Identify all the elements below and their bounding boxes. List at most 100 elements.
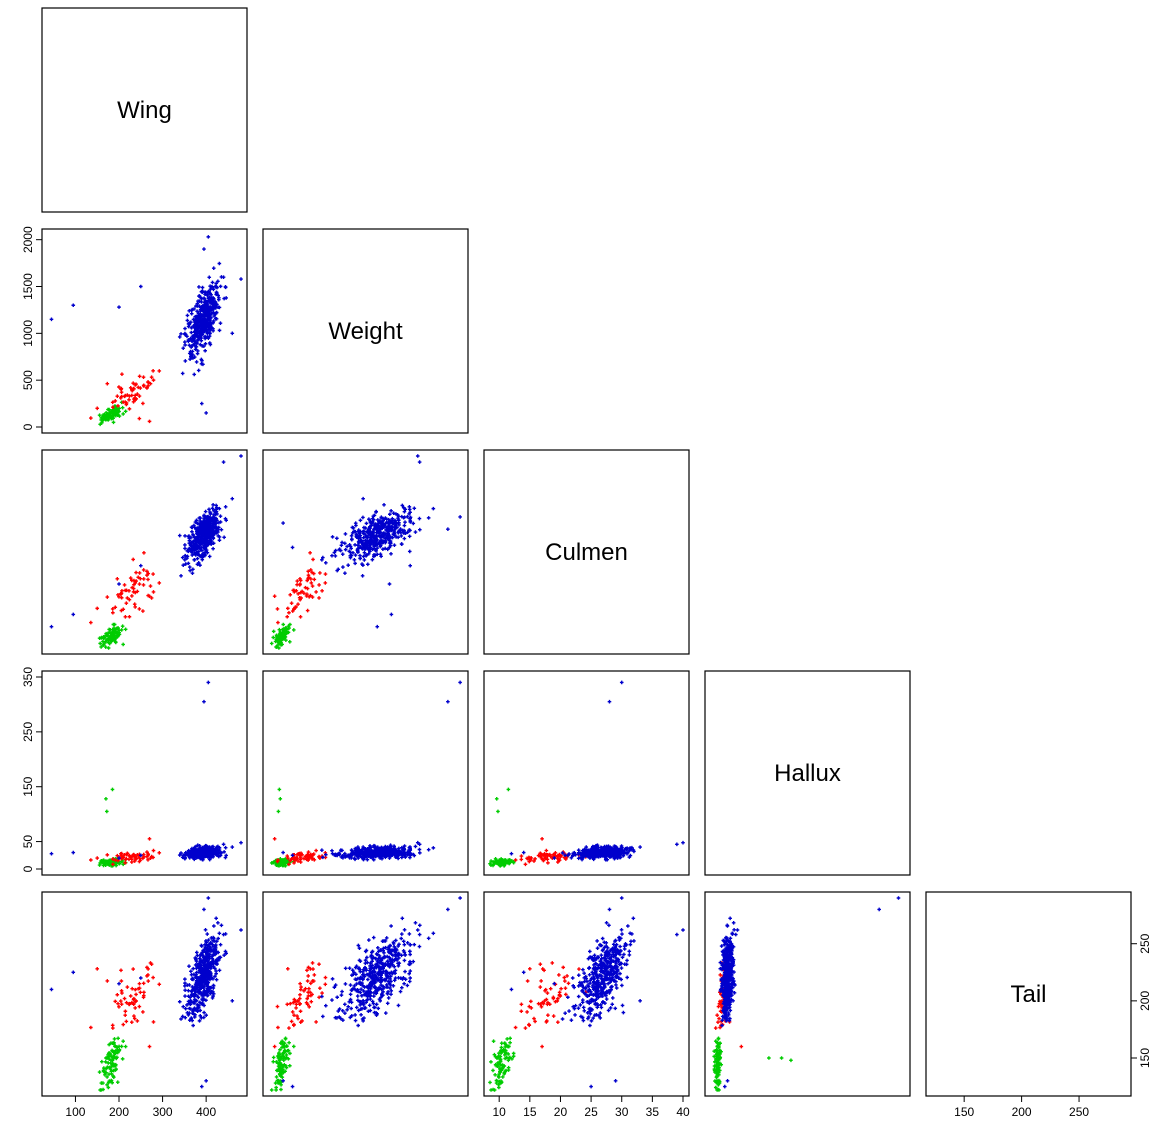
data-point: [203, 336, 207, 341]
data-point: [141, 577, 146, 581]
data-point: [106, 646, 111, 650]
data-point: [100, 420, 104, 425]
panel-frame: [41, 7, 248, 213]
data-point: [183, 557, 187, 562]
data-point: [113, 399, 118, 403]
data-point: [281, 622, 286, 627]
data-point: [211, 546, 215, 551]
data-point: [212, 512, 216, 517]
data-point: [122, 583, 127, 587]
data-point: [196, 540, 201, 545]
data-point: [124, 601, 129, 605]
data-point: [212, 297, 216, 301]
data-point: [192, 525, 197, 530]
data-point: [97, 413, 102, 418]
data-point: [201, 553, 205, 558]
scatter-panel-tail-vs-weight: [262, 891, 469, 1097]
data-point: [119, 390, 124, 395]
data-point: [105, 415, 109, 420]
data-point: [127, 597, 132, 602]
data-point: [195, 532, 200, 537]
data-point: [103, 417, 108, 422]
data-point: [196, 337, 201, 342]
data-point: [136, 385, 141, 390]
data-point: [199, 545, 204, 550]
data-point: [210, 506, 215, 511]
data-point: [199, 296, 204, 301]
data-point: [125, 393, 130, 397]
data-point: [185, 334, 189, 339]
data-point: [89, 416, 93, 420]
variable-label: Weight: [328, 318, 403, 345]
data-point: [187, 538, 192, 543]
data-point: [105, 638, 109, 642]
data-point: [200, 555, 205, 560]
data-point: [130, 585, 134, 590]
data-point: [133, 605, 137, 609]
scatter-panel-tail-vs-culmen: [483, 891, 690, 1097]
data-point: [194, 360, 199, 364]
data-point: [181, 346, 186, 351]
data-point: [135, 589, 140, 594]
data-point: [223, 505, 228, 509]
data-point: [183, 534, 187, 538]
data-point: [117, 305, 121, 309]
data-point: [49, 317, 54, 322]
data-point: [110, 400, 115, 405]
data-point: [199, 324, 203, 329]
data-point: [141, 583, 146, 587]
data-point: [148, 584, 153, 588]
data-point: [188, 357, 192, 361]
data-point: [137, 607, 142, 611]
data-point: [189, 330, 194, 335]
data-point: [128, 576, 133, 580]
data-point: [101, 639, 105, 644]
data-point: [186, 322, 191, 326]
data-point: [157, 581, 162, 585]
data-point: [214, 281, 218, 286]
data-point: [125, 596, 130, 600]
data-point: [201, 520, 205, 524]
data-point: [202, 534, 207, 539]
data-point: [123, 400, 128, 404]
data-point: [127, 614, 132, 619]
data-point: [208, 309, 212, 313]
data-point: [127, 407, 132, 411]
data-point: [202, 527, 206, 531]
data-point: [151, 378, 156, 382]
data-point: [204, 318, 209, 323]
data-point: [123, 588, 128, 593]
data-point: [217, 261, 222, 266]
data-point: [192, 334, 197, 338]
data-point: [189, 525, 194, 529]
data-point: [141, 375, 146, 379]
data-point: [191, 534, 196, 538]
data-point: [105, 595, 110, 599]
data-point: [106, 407, 110, 412]
data-point: [208, 315, 213, 320]
data-point: [136, 575, 141, 580]
data-point: [146, 577, 150, 582]
data-point: [196, 326, 201, 330]
data-point: [89, 620, 93, 625]
data-point: [180, 371, 185, 376]
data-point: [197, 285, 201, 289]
scatter-panel-weight-vs-wing: [41, 228, 248, 434]
data-point: [195, 562, 200, 567]
data-point: [190, 553, 195, 557]
data-point: [211, 522, 216, 526]
data-point: [216, 293, 220, 298]
data-point: [111, 610, 115, 615]
data-point: [195, 320, 200, 324]
data-point: [138, 563, 143, 568]
data-point: [111, 405, 115, 409]
data-point: [189, 326, 194, 330]
data-point: [214, 505, 219, 510]
data-point: [195, 556, 200, 561]
data-point: [98, 641, 102, 646]
data-point: [117, 630, 122, 635]
data-point: [211, 528, 215, 533]
data-point: [151, 572, 155, 576]
data-point: [224, 296, 228, 300]
